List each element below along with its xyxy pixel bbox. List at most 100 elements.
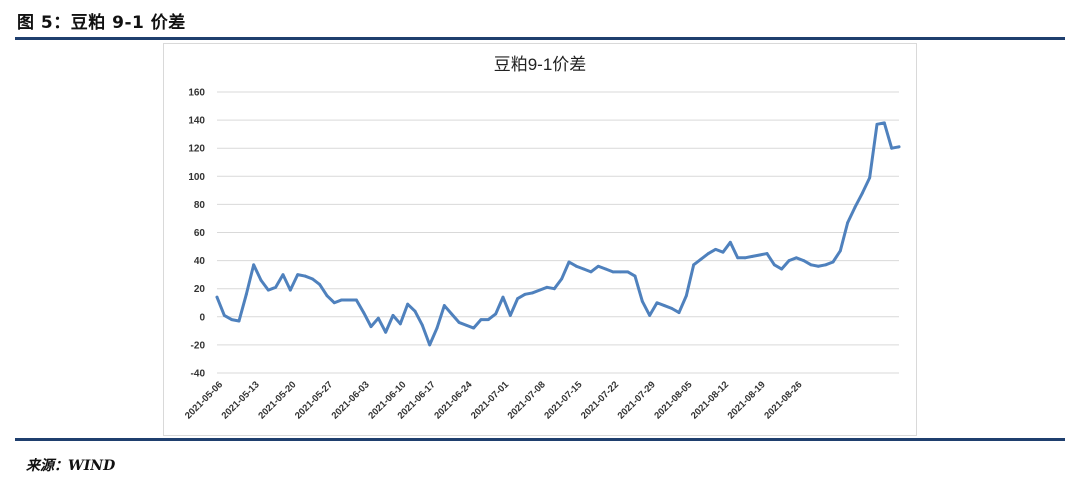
data-point — [684, 294, 688, 298]
x-tick-label: 2021-08-05 — [652, 379, 695, 422]
data-point — [215, 295, 219, 299]
series-line — [215, 121, 901, 347]
y-tick-label: 60 — [194, 228, 206, 239]
data-point — [824, 263, 828, 267]
data-point — [398, 322, 402, 326]
data-point — [802, 259, 806, 262]
data-point — [853, 205, 857, 209]
data-point — [618, 270, 622, 274]
data-point — [545, 285, 549, 289]
data-point — [655, 301, 659, 305]
data-point — [376, 316, 380, 320]
data-point — [362, 311, 366, 314]
data-point — [281, 273, 285, 277]
y-tick-label: 20 — [194, 284, 206, 295]
data-point — [420, 323, 424, 327]
data-point — [296, 273, 300, 277]
source-note: 来源：WIND — [26, 458, 116, 474]
data-point — [222, 313, 226, 317]
data-point — [860, 191, 864, 195]
data-point — [772, 263, 776, 267]
x-tick-label: 2021-08-19 — [726, 379, 768, 421]
data-point — [706, 252, 710, 255]
chart-title: 豆粕9-1价差 — [494, 55, 587, 74]
data-point — [875, 122, 879, 126]
x-tick-label: 2021-07-15 — [542, 379, 585, 422]
figure-header: 图 5：豆粕 9-1 价差 — [17, 13, 186, 33]
data-point — [692, 263, 696, 267]
data-point — [538, 288, 542, 292]
x-axis-ticks: 2021-05-062021-05-132021-05-202021-05-27… — [183, 379, 804, 422]
data-point — [846, 221, 850, 225]
data-point — [596, 264, 600, 268]
x-tick-label: 2021-06-03 — [330, 379, 372, 421]
data-point — [274, 285, 278, 289]
data-point — [472, 326, 476, 330]
data-point — [428, 343, 432, 347]
data-point — [530, 291, 534, 295]
data-point — [567, 260, 571, 264]
data-point — [501, 295, 505, 299]
data-point — [714, 247, 718, 251]
data-point — [721, 250, 725, 254]
data-point — [794, 256, 798, 260]
data-point — [354, 298, 358, 302]
x-tick-label: 2021-05-06 — [183, 379, 225, 421]
data-point — [494, 312, 498, 316]
data-point — [369, 325, 373, 329]
chart-frame: 豆粕9-1价差 -40 -20 0 20 40 60 80 100 120 140 160 2021… — [163, 43, 917, 436]
data-point — [325, 294, 329, 298]
data-point — [758, 253, 762, 257]
series-layer — [215, 121, 901, 347]
data-point — [589, 270, 593, 274]
y-tick-label: 80 — [194, 200, 206, 211]
data-point — [340, 298, 344, 302]
data-point — [882, 121, 886, 125]
gridlines — [217, 91, 899, 374]
data-point — [611, 270, 615, 274]
data-point — [897, 145, 901, 149]
data-point — [332, 301, 336, 305]
data-point — [391, 313, 395, 317]
data-point — [347, 298, 351, 302]
data-point — [552, 287, 556, 291]
data-point — [890, 146, 894, 150]
y-tick-label: -40 — [191, 369, 206, 380]
data-point — [266, 288, 270, 292]
data-point — [809, 263, 813, 267]
data-point — [670, 306, 674, 310]
data-point — [303, 274, 307, 278]
data-point — [699, 257, 703, 261]
data-point — [677, 311, 681, 314]
data-point — [868, 176, 872, 180]
x-tick-label: 2021-07-29 — [616, 379, 658, 421]
data-point — [626, 270, 630, 274]
x-tick-label: 2021-07-22 — [579, 379, 621, 421]
data-point — [479, 318, 483, 322]
data-point — [310, 277, 314, 281]
data-point — [252, 263, 256, 267]
y-tick-label: 160 — [188, 88, 205, 99]
data-point — [516, 297, 520, 300]
x-tick-label: 2021-06-24 — [432, 379, 475, 422]
data-point — [838, 249, 842, 253]
x-tick-label: 2021-08-12 — [689, 379, 731, 421]
data-point — [244, 292, 248, 296]
data-point — [780, 267, 784, 271]
y-tick-label: 0 — [199, 312, 205, 323]
line-chart: 豆粕9-1价差 -40 -20 0 20 40 60 80 100 120 140 160 2021… — [183, 55, 901, 422]
bottom-rule — [15, 438, 1065, 441]
data-point — [259, 278, 263, 282]
data-point — [574, 264, 578, 268]
data-point — [450, 312, 454, 316]
data-point — [582, 267, 586, 271]
data-point — [728, 240, 732, 244]
data-point — [442, 304, 446, 307]
data-point — [787, 259, 791, 262]
data-point — [560, 277, 564, 281]
data-point — [413, 309, 417, 313]
y-tick-label: 140 — [188, 116, 205, 127]
x-tick-label: 2021-05-20 — [256, 379, 298, 421]
y-axis-ticks: -40 -20 0 20 40 60 80 100 120 140 160 — [188, 88, 205, 380]
data-point — [648, 313, 652, 317]
